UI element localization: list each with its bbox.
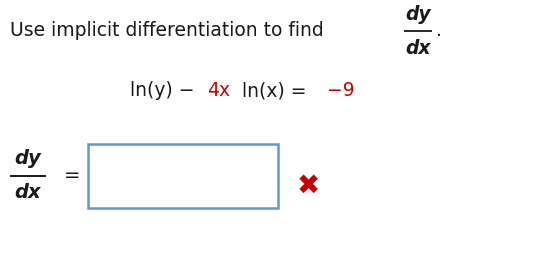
Text: ln(y) −: ln(y) − (130, 81, 200, 101)
Text: 4x: 4x (207, 81, 230, 101)
Text: dx: dx (15, 184, 41, 202)
Text: dy: dy (15, 149, 41, 168)
Text: =: = (64, 167, 80, 185)
Text: −9: −9 (327, 81, 354, 101)
Text: ln(x) =: ln(x) = (236, 81, 312, 101)
Text: dy: dy (405, 5, 431, 23)
Text: Use implicit differentiation to find: Use implicit differentiation to find (10, 22, 324, 40)
Bar (88, 144, 278, 208)
Text: .: . (436, 22, 442, 40)
Text: ✖: ✖ (296, 172, 319, 200)
Text: dx: dx (405, 39, 431, 59)
